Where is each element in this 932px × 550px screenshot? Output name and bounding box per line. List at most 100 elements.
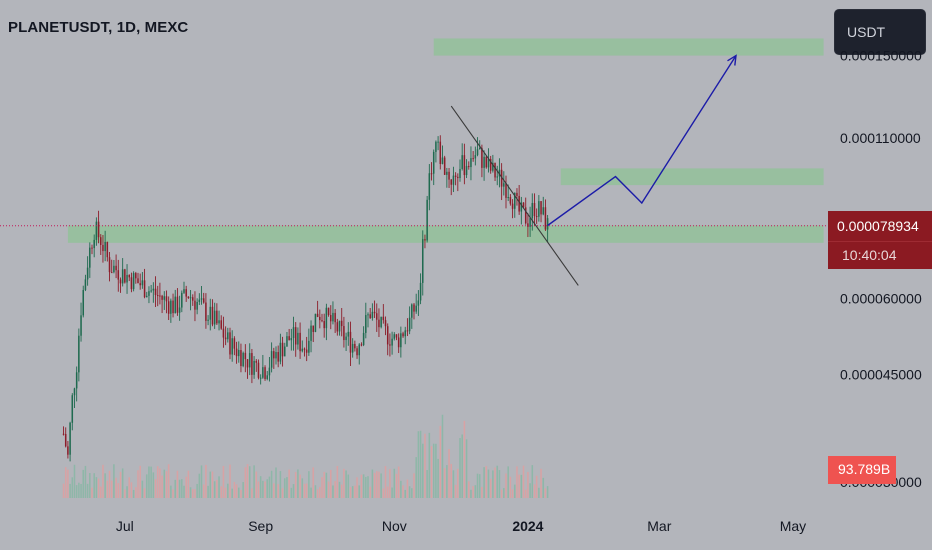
volume-bar: [294, 472, 297, 498]
candle-body: [253, 360, 255, 375]
candle-body: [349, 331, 352, 353]
candle-body: [281, 342, 284, 357]
candle-body: [483, 156, 485, 168]
candle-body: [540, 201, 542, 215]
candle-body: [542, 207, 545, 215]
volume-bar: [84, 465, 87, 498]
candle-body: [86, 267, 89, 280]
candle-body: [406, 330, 409, 332]
projection-path: [547, 55, 737, 227]
volume-bar: [126, 486, 128, 498]
candle-body: [196, 301, 198, 310]
price-axis: 0.000150000 0.000110000 0.000060000 0.00004…: [840, 48, 922, 491]
volume-bar: [251, 488, 253, 498]
volume-bar: [200, 465, 203, 498]
volume-bar: [384, 466, 387, 498]
volume-bar: [544, 488, 547, 498]
candle-body: [452, 175, 455, 185]
volume-bar: [386, 486, 389, 498]
candle-body: [380, 316, 382, 328]
volume-bar: [159, 468, 161, 498]
volume-bar: [248, 466, 251, 498]
candle-body: [494, 162, 496, 178]
candle-body: [108, 257, 111, 273]
candle-body: [255, 360, 258, 363]
candle-body: [82, 290, 85, 316]
candle-body: [382, 316, 385, 321]
candle-body: [467, 165, 470, 168]
candle-body: [229, 332, 231, 355]
volume-bar: [310, 487, 312, 498]
volume-bar: [382, 488, 385, 498]
candle-body: [354, 343, 356, 349]
candle-body: [367, 314, 369, 316]
candle-body: [163, 296, 166, 300]
candle-body: [288, 336, 290, 341]
volume-bar: [202, 484, 205, 498]
bar-countdown-tag: 10:40:04: [828, 240, 932, 269]
volume-bar: [64, 467, 67, 498]
volume-bar: [529, 483, 531, 498]
candle-body: [152, 288, 155, 291]
volume-bar: [437, 458, 439, 498]
volume-bar: [303, 483, 306, 498]
volume-bar: [349, 487, 352, 498]
volume-bar: [540, 468, 542, 498]
volume-bar: [89, 473, 91, 498]
candle-body: [424, 239, 426, 241]
candle-body: [386, 326, 389, 345]
candle-body: [80, 315, 82, 336]
candle-body: [178, 307, 181, 313]
volume-bar: [457, 468, 459, 498]
candle-body: [358, 344, 361, 356]
volume-bar: [80, 483, 82, 498]
candle-body: [334, 312, 336, 323]
volume-bar: [102, 464, 104, 498]
candle-body: [191, 297, 194, 301]
volume-bar: [411, 488, 413, 498]
volume-bar: [222, 465, 225, 498]
candle-body: [351, 343, 354, 353]
volume-bar: [161, 475, 163, 498]
volume-bar: [463, 420, 466, 498]
candle-body: [384, 320, 387, 327]
x-tick-label: Nov: [382, 518, 407, 534]
volume-bar: [356, 477, 358, 498]
candle-body: [465, 165, 468, 176]
candle-body: [338, 320, 341, 332]
volume-bar: [292, 484, 295, 498]
candle-body: [391, 338, 393, 346]
candle-body: [489, 158, 492, 171]
volume-bar: [255, 471, 258, 498]
candle-body: [476, 149, 479, 156]
volume-bar: [273, 483, 275, 498]
volume-bar: [93, 473, 95, 498]
candle-body: [408, 317, 411, 332]
volume-bar: [283, 478, 286, 498]
volume-bar: [75, 485, 78, 498]
candle-body: [170, 300, 172, 314]
candle-body: [119, 279, 122, 284]
volume-bar: [218, 476, 220, 498]
candle-body: [509, 197, 512, 204]
candle-body: [237, 350, 240, 357]
volume-bar: [413, 473, 415, 498]
candle-body: [516, 192, 518, 196]
volume-bar: [371, 469, 374, 498]
candle-body: [139, 283, 141, 286]
volume-bar: [312, 467, 315, 498]
candle-body: [470, 158, 472, 168]
candle-body: [439, 141, 442, 164]
volume-bar: [443, 468, 446, 498]
candle-body: [450, 179, 453, 185]
currency-button[interactable]: USDT: [834, 9, 926, 55]
volume-bar: [183, 485, 185, 498]
volume-bar: [275, 467, 277, 498]
volume-bar: [430, 446, 433, 498]
candle-body: [400, 333, 402, 348]
zone-0: [433, 38, 824, 56]
candle-body: [332, 312, 334, 322]
volume-bar: [325, 472, 328, 498]
volume-bar: [139, 465, 141, 498]
